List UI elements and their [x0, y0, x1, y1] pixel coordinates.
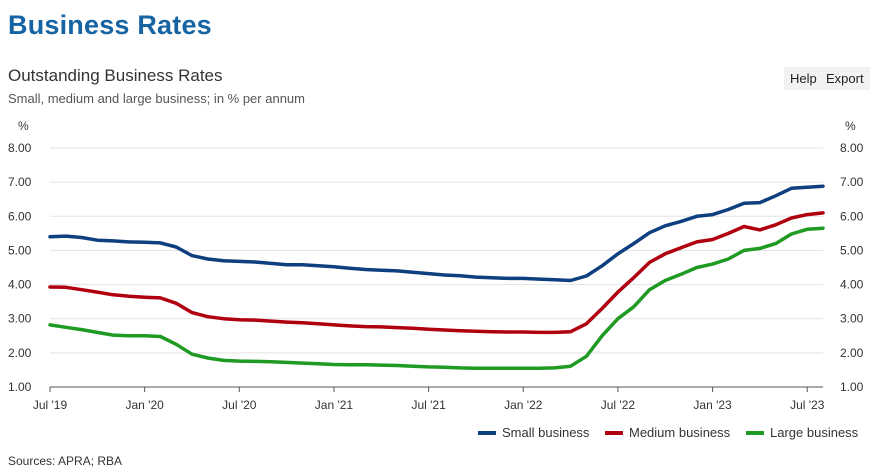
x-tick-label: Jul '22	[601, 398, 636, 412]
x-tick-label: Jan '20	[125, 398, 164, 412]
series-line-small-business[interactable]	[48, 184, 825, 283]
y-tick-label-left: 7.00	[8, 175, 32, 189]
legend-item-large-business[interactable]: Large business	[746, 425, 858, 440]
y-tick-label-left: 8.00	[8, 141, 32, 155]
line-chart: % % 8.00 8.00 7.00 7.00 6.00 6.00 5.00 5.00 4.00…	[8, 119, 864, 412]
x-tick-label: Jul '21	[411, 398, 446, 412]
legend-item-medium-business[interactable]: Medium business	[605, 425, 730, 440]
page-heading: Business Rates	[8, 10, 212, 40]
legend-swatch-small-business	[478, 430, 496, 435]
y-tick-label-right: 8.00	[840, 141, 864, 155]
x-tick-label: Jan '22	[504, 398, 543, 412]
y-axis-unit-left: %	[18, 119, 29, 133]
y-tick-label-right: 6.00	[840, 209, 864, 223]
y-tick-label-left: 5.00	[8, 243, 32, 257]
grid	[50, 147, 823, 388]
axes: 8.00 8.00 7.00 7.00 6.00 6.00 5.00 5.00 4.00 4.00…	[8, 141, 864, 412]
y-tick-label-right: 2.00	[840, 346, 864, 360]
legend-swatch-large-business	[746, 430, 764, 435]
x-tick-label: Jan '21	[315, 398, 354, 412]
legend-swatch-medium-business	[605, 430, 623, 435]
legend-label-small-business: Small business	[502, 425, 590, 440]
x-tick-label: Jan '23	[693, 398, 732, 412]
y-tick-label-left: 3.00	[8, 312, 32, 326]
x-tick-label: Jul '20	[222, 398, 257, 412]
y-tick-label-right: 1.00	[840, 380, 864, 394]
export-button[interactable]: Export	[820, 67, 870, 90]
y-axis-unit-right: %	[845, 119, 856, 133]
y-tick-label-left: 6.00	[8, 209, 32, 223]
y-tick-label-right: 4.00	[840, 278, 864, 292]
x-tick-label: Jul '19	[33, 398, 68, 412]
series-lines	[48, 184, 825, 370]
y-tick-label-right: 3.00	[840, 312, 864, 326]
legend-item-small-business[interactable]: Small business	[478, 425, 589, 440]
chart-subtitle: Small, medium and large business; in % p…	[8, 91, 305, 106]
y-tick-label-left: 1.00	[8, 380, 32, 394]
legend-label-large-business: Large business	[770, 425, 859, 440]
help-button[interactable]: Help	[784, 67, 823, 90]
legend: Small business Medium business Large bus…	[0, 425, 882, 445]
series-line-large-business[interactable]	[48, 226, 825, 370]
sources-note: Sources: APRA; RBA	[8, 454, 123, 468]
chart-title: Outstanding Business Rates	[8, 66, 223, 85]
y-tick-label-right: 5.00	[840, 243, 864, 257]
y-tick-label-right: 7.00	[840, 175, 864, 189]
x-tick-label: Jul '23	[790, 398, 825, 412]
y-tick-label-left: 4.00	[8, 278, 32, 292]
y-tick-label-left: 2.00	[8, 346, 32, 360]
series-line-medium-business[interactable]	[48, 211, 825, 335]
legend-label-medium-business: Medium business	[629, 425, 731, 440]
